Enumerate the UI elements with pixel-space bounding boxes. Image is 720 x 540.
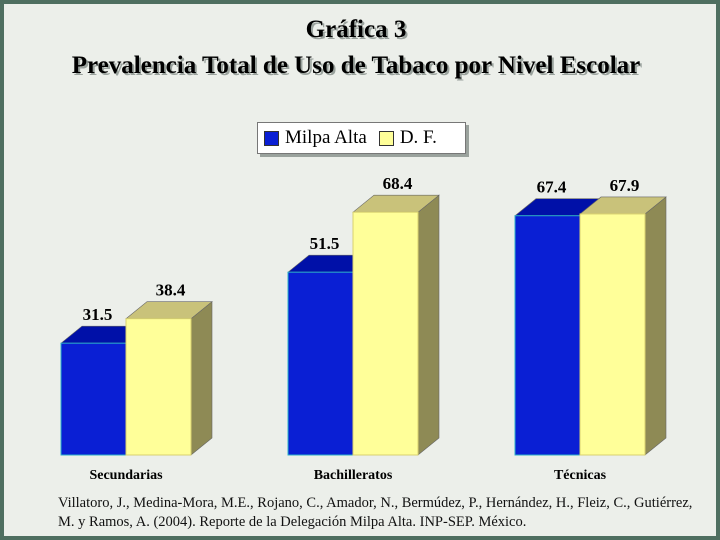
bar-side-D. F.-Bachilleratos [417, 194, 440, 456]
category-label: Bachilleratos [314, 468, 393, 483]
chart-subtitle: Prevalencia Total de Uso de Tabaco por N… [71, 52, 641, 79]
bar-side-D. F.-Secundarias [190, 301, 213, 456]
bar-D. F.-Bachilleratos [352, 211, 419, 456]
legend-swatch-df [378, 130, 394, 146]
bar-Milpa Alta-Bachilleratos [287, 271, 354, 456]
legend-swatch-milpa-alta [264, 130, 279, 146]
category-label: Técnicas [554, 468, 607, 483]
bar-D. F.-Técnicas [579, 213, 646, 456]
legend-label-df: D. F. [399, 127, 437, 148]
data-label: 67.4 [537, 178, 567, 197]
source-citation: Villatoro, J., Medina-Mora, M.E., Rojano… [58, 495, 693, 530]
legend-label-milpa-alta: Milpa Alta [285, 127, 367, 148]
bar-Milpa Alta-Técnicas [514, 215, 581, 456]
data-label: 67.9 [610, 176, 640, 195]
chart-title: Gráfica 3 [305, 16, 407, 43]
data-label: 68.4 [383, 174, 413, 193]
bar-Milpa Alta-Secundarias [60, 342, 127, 456]
bar-side-D. F.-Técnicas [644, 196, 667, 456]
data-label: 51.5 [310, 234, 340, 253]
data-label: 31.5 [83, 305, 113, 324]
legend-item-milpa-alta: Milpa Alta [264, 127, 367, 149]
category-label: Secundarias [89, 468, 163, 483]
data-label: 38.4 [156, 281, 186, 300]
bar-D. F.-Secundarias [125, 318, 192, 456]
chart-legend: Milpa Alta D. F. [257, 122, 466, 154]
legend-item-df: D. F. [378, 127, 437, 149]
